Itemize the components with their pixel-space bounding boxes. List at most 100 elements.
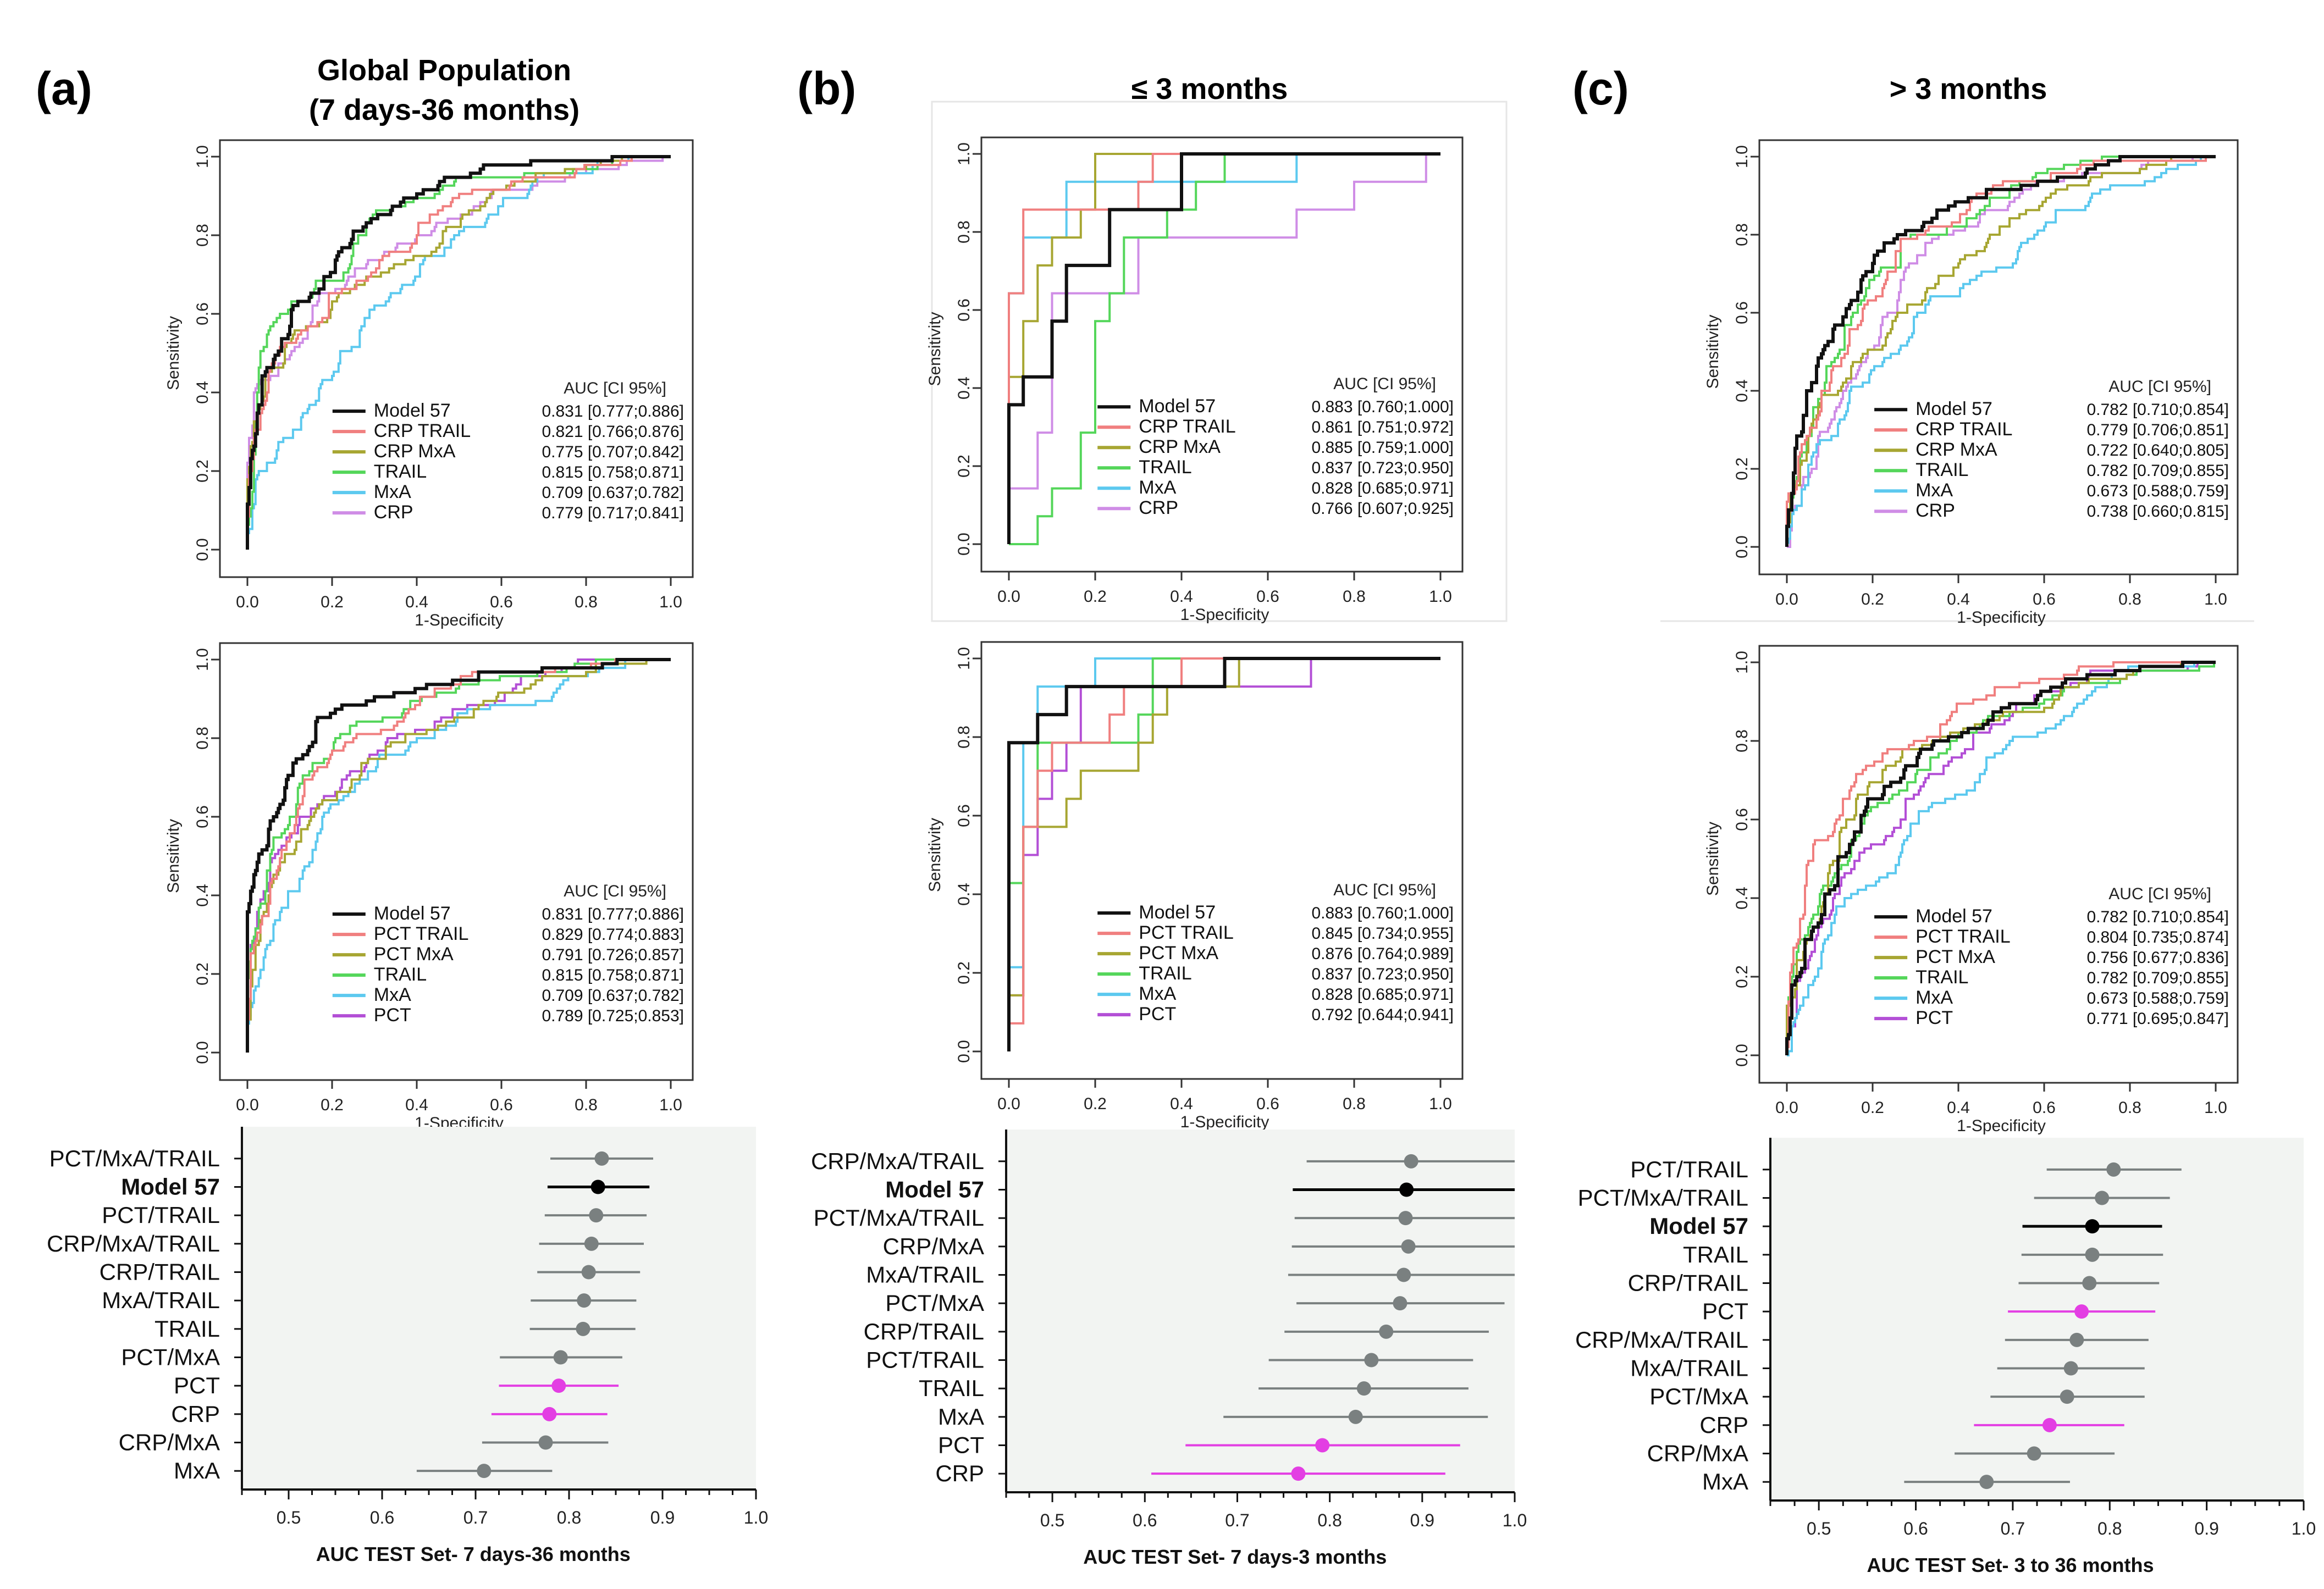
forest-point — [1393, 1296, 1407, 1311]
forest-row-label: MxA/TRAIL — [866, 1262, 984, 1288]
legend-auc: 0.831 [0.777;0.886] — [542, 905, 684, 923]
roc-plot-frame — [219, 642, 694, 1081]
legend-header: AUC [CI 95%] — [564, 882, 666, 900]
legend-label: CRP — [1915, 500, 1955, 521]
y-tick-label: 0.6 — [194, 805, 212, 828]
y-tick-label: 0.8 — [1733, 729, 1751, 752]
panel-b-top-frame — [931, 101, 1508, 622]
forest-row-label: PCT/MxA — [885, 1290, 984, 1316]
forest-chart-a-forest: 0.5 0.6 0.7 0.8 0.9 1.0 AUC TEST Set- 7 days-3… — [47, 1127, 768, 1565]
legend-auc: 0.815 [0.758;0.871] — [542, 966, 684, 984]
legend-auc: 0.673 [0.588;0.759] — [2086, 482, 2229, 500]
legend-auc: 0.782 [0.709;0.855] — [2086, 969, 2229, 987]
y-tick-label: 0.4 — [194, 381, 212, 404]
legend-auc: 0.779 [0.706;0.851] — [2086, 421, 2229, 439]
y-tick-label: 1.0 — [1733, 651, 1751, 674]
legend-auc: 0.709 [0.637;0.782] — [542, 987, 684, 1005]
x-tick-label: 0.4 — [1170, 1095, 1193, 1113]
y-tick-label: 1.0 — [955, 142, 973, 165]
y-tick-label: 0.0 — [1733, 1044, 1751, 1067]
y-tick-label: 0.4 — [1733, 379, 1751, 402]
legend-header: AUC [CI 95%] — [564, 379, 666, 397]
forest-point — [589, 1208, 604, 1223]
roc-curve-model-57 — [1785, 661, 2216, 1055]
legend-auc: 0.709 [0.637;0.782] — [542, 484, 684, 502]
forest-x-tick-label: 0.6 — [1903, 1519, 1928, 1538]
roc-chart-b-bot: 0.0 0.0 0.2 0.2 0.4 0.4 0.6 0.6 0.8 0.8 1.0 1.0 1-Sp… — [926, 641, 1464, 1131]
legend-label: CRP TRAIL — [1915, 419, 2012, 440]
forest-point — [2042, 1418, 2057, 1432]
x-tick-label: 0.6 — [2033, 1099, 2056, 1117]
forest-x-axis-label: AUC TEST Set- 3 to 36 months — [1867, 1554, 2154, 1576]
panel-title-c: > 3 months — [1890, 73, 2047, 106]
x-tick-label: 0.0 — [997, 1095, 1020, 1113]
forest-x-tick-label: 0.8 — [2097, 1519, 2122, 1538]
x-tick-label: 0.2 — [321, 593, 344, 611]
panel-letter-b: (b) — [797, 63, 856, 114]
panel-title-a-line2: (7 days-36 months) — [309, 93, 579, 126]
legend-label: MxA — [1139, 477, 1176, 498]
x-tick-label: 0.8 — [575, 1096, 598, 1114]
forest-x-tick-label: 0.5 — [1040, 1510, 1064, 1530]
legend-label: CRP TRAIL — [374, 420, 471, 441]
roc-plot-frame — [219, 139, 694, 578]
forest-x-tick-label: 0.7 — [2001, 1519, 2025, 1538]
legend-label: MxA — [1139, 983, 1176, 1004]
forest-x-tick-label: 1.0 — [2292, 1519, 2316, 1538]
forest-point — [2085, 1247, 2100, 1262]
roc-curve-model-57 — [1007, 152, 1440, 544]
legend-label: CRP TRAIL — [1139, 416, 1235, 437]
legend-label: CRP MxA — [374, 441, 456, 462]
forest-row-label: PCT/MxA — [1649, 1383, 1748, 1409]
forest-row-label: PCT/TRAIL — [1630, 1156, 1748, 1182]
forest-row-label: PCT/MxA/TRAIL — [1578, 1185, 1748, 1211]
forest-row-label: CRP/MxA/TRAIL — [1575, 1327, 1748, 1353]
y-axis-label: Sensitivity — [164, 316, 183, 390]
forest-point — [581, 1265, 596, 1280]
forest-x-axis-label: AUC TEST Set- 7 days-36 months — [316, 1543, 631, 1565]
forest-point — [1356, 1381, 1371, 1396]
y-axis-label: Sensitivity — [1704, 822, 1722, 896]
x-tick-label: 0.2 — [1861, 590, 1884, 608]
legend-label: TRAIL — [1139, 457, 1191, 478]
legend-label: CRP MxA — [1139, 436, 1221, 457]
forest-row-label: PCT — [174, 1372, 220, 1398]
x-tick-label: 0.0 — [236, 593, 259, 611]
forest-x-tick-label: 1.0 — [744, 1508, 768, 1527]
forest-row-label: MxA/TRAIL — [1630, 1355, 1748, 1381]
legend-label: PCT MxA — [1139, 943, 1218, 964]
x-tick-label: 0.0 — [236, 1096, 259, 1114]
x-axis-label: 1-Specificity — [1180, 606, 1269, 624]
legend-label: PCT TRAIL — [374, 923, 469, 944]
y-tick-label: 0.2 — [955, 961, 973, 984]
x-tick-label: 1.0 — [2204, 1099, 2227, 1117]
legend-label: TRAIL — [1915, 459, 1968, 480]
x-axis-label: 1-Specificity — [1180, 1113, 1269, 1131]
y-tick-label: 1.0 — [955, 647, 973, 670]
legend-auc: 0.815 [0.758;0.871] — [542, 463, 684, 481]
forest-x-tick-label: 0.6 — [1133, 1510, 1157, 1530]
legend-auc: 0.771 [0.695;0.847] — [2086, 1010, 2229, 1028]
roc-plot-frame — [1758, 645, 2239, 1084]
forest-row-label: PCT/MxA/TRAIL — [814, 1205, 984, 1231]
forest-row-label: CRP/MxA — [1647, 1441, 1748, 1466]
x-tick-label: 0.8 — [575, 593, 598, 611]
forest-point — [1379, 1324, 1394, 1339]
legend-label: PCT MxA — [1915, 946, 1995, 967]
forest-x-tick-label: 0.9 — [650, 1508, 675, 1527]
legend-label: PCT MxA — [374, 944, 454, 965]
forest-point — [1404, 1154, 1418, 1169]
legend-label: Model 57 — [1915, 906, 1992, 927]
y-tick-label: 0.6 — [955, 804, 973, 827]
legend-auc: 0.738 [0.660;0.815] — [2086, 502, 2229, 521]
forest-row-label: TRAIL — [919, 1375, 984, 1401]
forest-row-label: CRP/MxA — [883, 1233, 984, 1259]
x-tick-label: 0.4 — [405, 1096, 428, 1114]
forest-point — [584, 1236, 599, 1251]
forest-row-label: PCT/TRAIL — [866, 1347, 984, 1373]
x-tick-label: 1.0 — [659, 593, 682, 611]
forest-point — [576, 1321, 590, 1336]
roc-curve-mxa — [1786, 156, 2216, 547]
forest-row-label: TRAIL — [1683, 1242, 1748, 1267]
legend-label: MxA — [374, 481, 411, 502]
